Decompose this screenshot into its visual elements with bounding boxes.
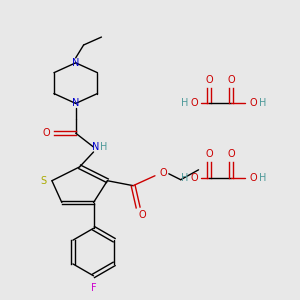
Text: O: O bbox=[138, 210, 146, 220]
Text: O: O bbox=[191, 98, 198, 108]
Text: H: H bbox=[259, 98, 267, 108]
Text: O: O bbox=[191, 173, 198, 183]
Text: H: H bbox=[181, 173, 188, 183]
Text: O: O bbox=[249, 98, 257, 108]
Text: O: O bbox=[249, 173, 257, 183]
Text: O: O bbox=[42, 128, 50, 138]
Text: O: O bbox=[227, 149, 235, 159]
Text: O: O bbox=[227, 75, 235, 85]
Text: N: N bbox=[92, 142, 99, 152]
Text: F: F bbox=[91, 283, 96, 293]
Text: H: H bbox=[259, 173, 267, 183]
Text: H: H bbox=[100, 142, 107, 152]
Text: O: O bbox=[159, 168, 167, 178]
Text: O: O bbox=[206, 149, 213, 159]
Text: H: H bbox=[181, 98, 188, 108]
Text: N: N bbox=[72, 58, 80, 68]
Text: S: S bbox=[40, 176, 46, 186]
Text: O: O bbox=[206, 75, 213, 85]
Text: N: N bbox=[72, 98, 80, 108]
